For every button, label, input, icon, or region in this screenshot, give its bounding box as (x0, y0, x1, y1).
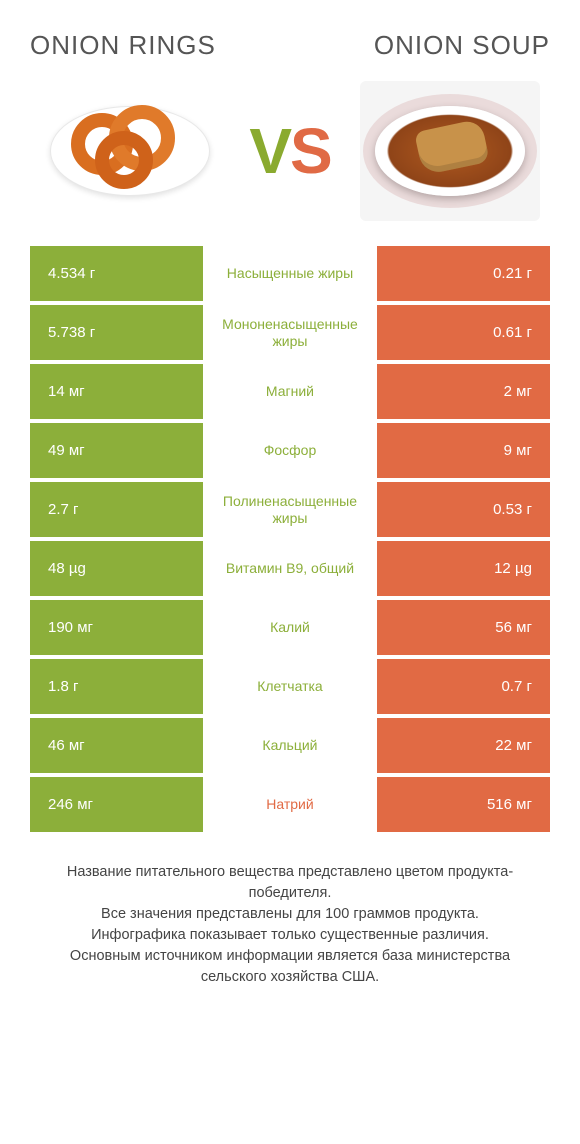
table-row: 49 мгФосфор9 мг (30, 423, 550, 478)
left-value: 190 мг (30, 600, 203, 655)
table-row: 1.8 гКлетчатка0.7 г (30, 659, 550, 714)
nutrient-label: Магний (203, 364, 376, 419)
right-value: 9 мг (377, 423, 550, 478)
left-value: 1.8 г (30, 659, 203, 714)
nutrient-label: Мононенасыщенные жиры (203, 305, 376, 360)
footer-line: Основным источником информации является … (36, 946, 544, 988)
right-value: 0.21 г (377, 246, 550, 301)
onion-rings-image (40, 81, 220, 221)
footer-line: Название питательного вещества представл… (36, 862, 544, 904)
nutrient-label: Фосфор (203, 423, 376, 478)
nutrient-label: Натрий (203, 777, 376, 832)
comparison-table: 4.534 гНасыщенные жиры0.21 г5.738 гМонон… (30, 246, 550, 832)
vs-s: S (290, 115, 331, 187)
right-value: 516 мг (377, 777, 550, 832)
right-value: 56 мг (377, 600, 550, 655)
right-value: 0.53 г (377, 482, 550, 537)
left-value: 2.7 г (30, 482, 203, 537)
vs-row: VS (30, 81, 550, 221)
nutrient-label: Клетчатка (203, 659, 376, 714)
nutrient-label: Полиненасыщенные жиры (203, 482, 376, 537)
table-row: 246 мгНатрий516 мг (30, 777, 550, 832)
left-value: 46 мг (30, 718, 203, 773)
left-title: ONION RINGS (30, 30, 216, 61)
right-title: ONION SOUP (374, 30, 550, 61)
table-row: 2.7 гПолиненасыщенные жиры0.53 г (30, 482, 550, 537)
right-value: 0.7 г (377, 659, 550, 714)
table-row: 48 µgВитамин B9, общий12 µg (30, 541, 550, 596)
nutrient-label: Кальций (203, 718, 376, 773)
left-value: 48 µg (30, 541, 203, 596)
table-row: 14 мгМагний2 мг (30, 364, 550, 419)
left-value: 4.534 г (30, 246, 203, 301)
nutrient-label: Витамин B9, общий (203, 541, 376, 596)
left-value: 14 мг (30, 364, 203, 419)
vs-label: VS (249, 114, 330, 188)
right-value: 22 мг (377, 718, 550, 773)
footer-line: Все значения представлены для 100 граммо… (36, 904, 544, 925)
table-row: 190 мгКалий56 мг (30, 600, 550, 655)
right-value: 0.61 г (377, 305, 550, 360)
left-value: 246 мг (30, 777, 203, 832)
nutrient-label: Насыщенные жиры (203, 246, 376, 301)
table-row: 4.534 гНасыщенные жиры0.21 г (30, 246, 550, 301)
vs-v: V (249, 115, 290, 187)
onion-soup-image (360, 81, 540, 221)
footer-line: Инфографика показывает только существенн… (36, 925, 544, 946)
table-row: 5.738 гМононенасыщенные жиры0.61 г (30, 305, 550, 360)
footer-notes: Название питательного вещества представл… (30, 862, 550, 988)
header: ONION RINGS ONION SOUP (30, 30, 550, 61)
table-row: 46 мгКальций22 мг (30, 718, 550, 773)
nutrient-label: Калий (203, 600, 376, 655)
left-value: 49 мг (30, 423, 203, 478)
right-value: 12 µg (377, 541, 550, 596)
left-value: 5.738 г (30, 305, 203, 360)
right-value: 2 мг (377, 364, 550, 419)
